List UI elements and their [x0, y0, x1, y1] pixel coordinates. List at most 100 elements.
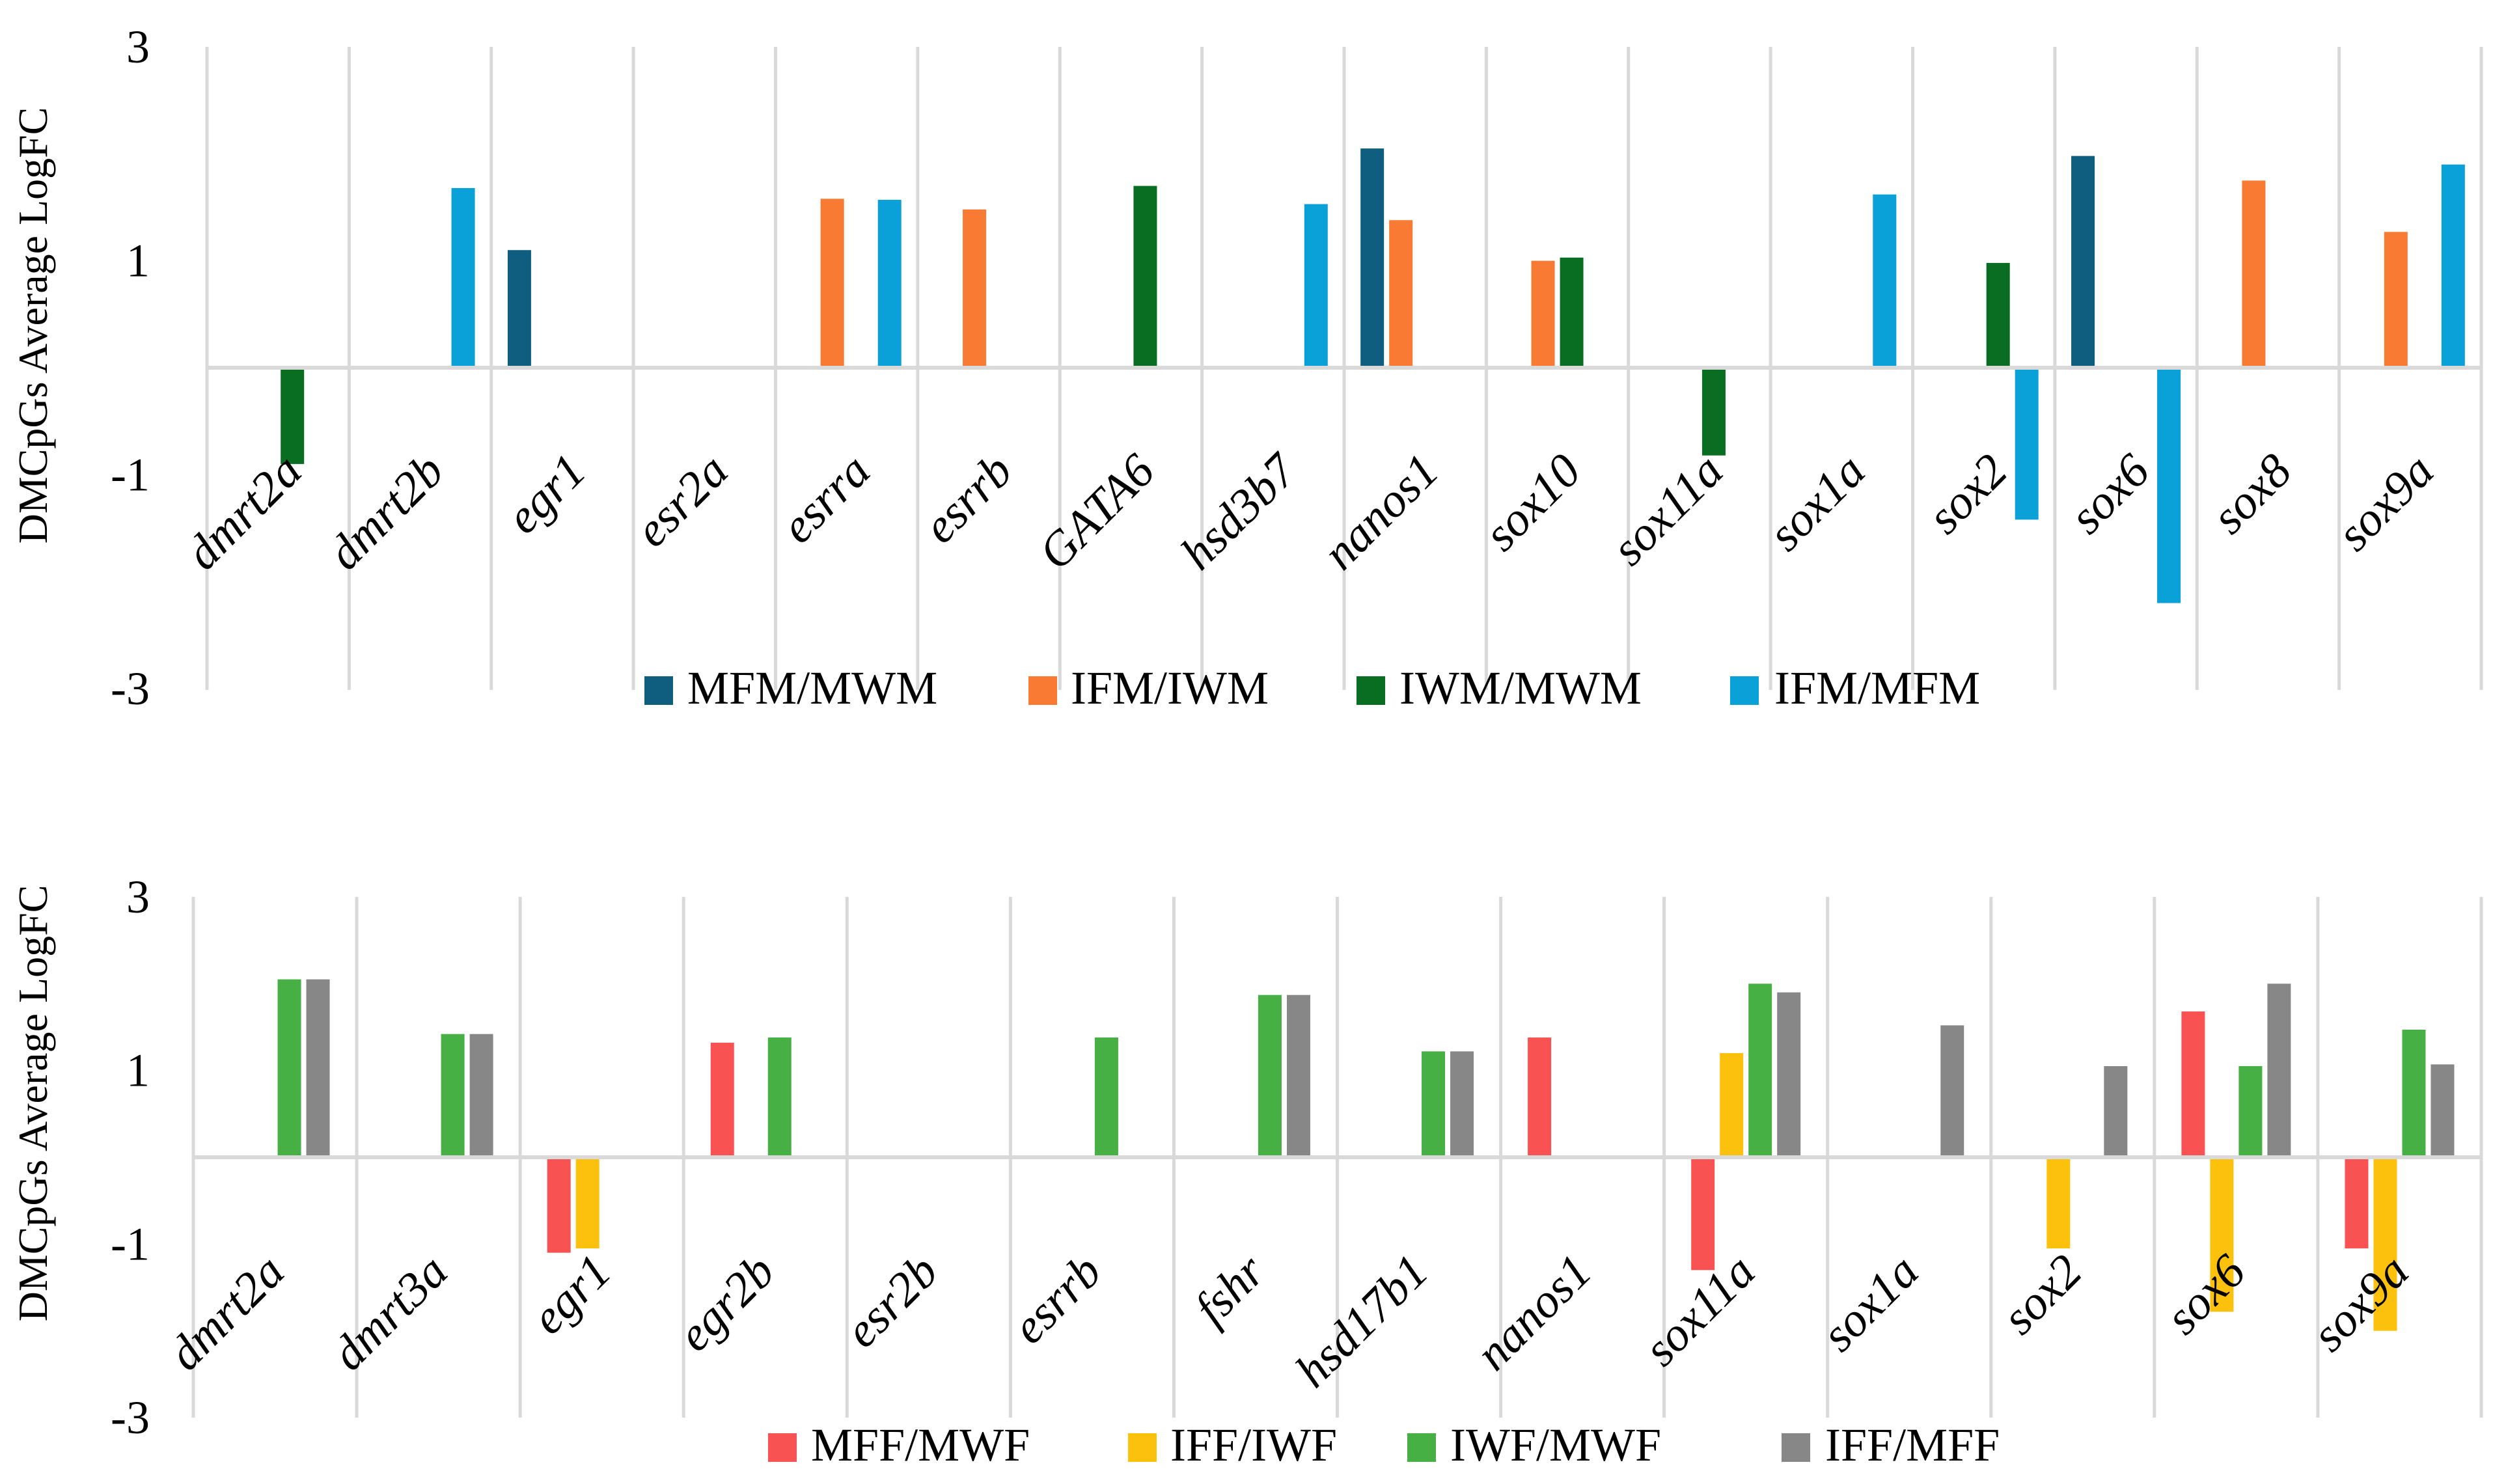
bar-iwm-mwm-sox2 [1986, 262, 2010, 368]
bar-ifm-mfm-hsd3b7 [1304, 204, 1328, 368]
category-label: egr1 [521, 1244, 622, 1345]
legend: MFM/MWM IFM/IWM IWM/MWM IFM/MFM [644, 662, 1980, 714]
chart-panel-2: 3 1 -1 -3 DMCpGs Average LogFC dmrt2a dmrt3a eg… [10, 871, 2483, 1471]
y-tick-label: -1 [111, 1218, 150, 1270]
bar-ifm-mfm-sox9a [2441, 164, 2465, 368]
category-label: sox9a [2327, 444, 2444, 561]
bar-ifm-mfm-sox6 [2157, 368, 2181, 603]
bar-iff-iwf-sox11a [1720, 1053, 1744, 1157]
category-label: egr1 [496, 444, 596, 544]
bar-iwm-mwm-sox10 [1560, 257, 1584, 368]
legend-label: IFM/MFM [1774, 662, 1980, 714]
category-label: hsd3b7 [1171, 443, 1308, 580]
legend-label: IFM/IWM [1071, 662, 1269, 714]
category-label: dmrt2b [318, 444, 454, 580]
category-label: sox1a [1758, 444, 1875, 561]
legend-swatch [1782, 1433, 1810, 1462]
y-tick-label: 3 [126, 21, 150, 73]
legend-swatch [1028, 676, 1057, 705]
bar-iff-mff-fshr [1286, 995, 1310, 1157]
y-tick-label: 3 [126, 871, 150, 923]
bar-mff-mwf-egr2b [710, 1043, 734, 1157]
bar-iwf-mwf-esrrb [1094, 1037, 1118, 1157]
bar-iwf-mwf-dmrt3a [441, 1034, 465, 1157]
category-label: nanos1 [1466, 1244, 1602, 1381]
bar-iff-mff-dmrt2a [306, 979, 330, 1157]
bar-ifm-iwm-nanos1 [1389, 220, 1413, 368]
legend-swatch [1128, 1433, 1157, 1462]
bar-iwm-mwm-dmrt2a [281, 368, 305, 464]
y-axis-title: DMCpGs Average LogFC [10, 885, 56, 1322]
chart-panel-1: 3 1 -1 -3 DMCpGs Average LogFC dmrt2a dmrt2b eg… [10, 21, 2483, 715]
bar-ifm-iwm-sox9a [2384, 232, 2408, 368]
bar-iff-iwf-egr1 [575, 1157, 599, 1248]
category-label: sox2 [1992, 1244, 2092, 1345]
category-label: GATA6 [1028, 444, 1164, 580]
legend-label: MFF/MWF [811, 1419, 1030, 1471]
category-label: sox6 [2156, 1244, 2256, 1345]
bar-iwm-mwm-sox11a [1701, 368, 1726, 456]
legend-swatch [644, 676, 673, 705]
y-tick-label: -1 [111, 448, 150, 501]
y-tick-label: -3 [111, 1392, 150, 1444]
bar-iff-mff-sox6 [2267, 983, 2291, 1157]
category-label: sox2 [1918, 444, 2018, 544]
bar-iwf-mwf-sox11a [1748, 983, 1772, 1157]
bar-ifm-mfm-dmrt2b [451, 187, 475, 368]
category-label: sox8 [2202, 444, 2302, 544]
category-label: sox11a [1602, 444, 1733, 575]
category-label: sox6 [2059, 444, 2160, 544]
bar-mff-mwf-nanos1 [1528, 1037, 1552, 1157]
y-tick-label: -3 [111, 663, 150, 715]
category-label: sox10 [1474, 444, 1591, 561]
bar-iff-mff-sox2 [2104, 1066, 2128, 1157]
legend-label: IWM/MWM [1399, 662, 1642, 714]
bar-iff-mff-dmrt3a [469, 1034, 493, 1157]
y-tick-label: 1 [126, 235, 150, 287]
bar-iff-mff-sox9a [2431, 1064, 2455, 1157]
category-label: dmrt2a [158, 1244, 294, 1381]
category-label: hsd17b1 [1286, 1244, 1439, 1397]
bar-mfm-mwm-egr1 [507, 250, 531, 368]
bar-iwf-mwf-dmrt2a [277, 979, 301, 1157]
bar-iwm-mwm-gata6 [1133, 186, 1157, 368]
legend-label: IFF/MFF [1825, 1419, 2000, 1471]
bar-iwf-mwf-egr2b [767, 1037, 792, 1157]
category-label: esrrb [1002, 1244, 1111, 1354]
legend-swatch [1730, 676, 1759, 705]
bar-iwf-mwf-sox6 [2238, 1066, 2263, 1157]
bar-mff-mwf-sox11a [1691, 1157, 1715, 1271]
bar-iff-iwf-sox9a [2373, 1157, 2397, 1331]
y-tick-label: 1 [126, 1045, 150, 1097]
bar-iff-mff-sox1a [1940, 1025, 1964, 1157]
bar-iwf-mwf-fshr [1258, 995, 1282, 1157]
category-label: dmrt2a [176, 444, 312, 580]
category-label: fshr [1185, 1244, 1276, 1335]
bar-ifm-mfm-sox2 [2015, 368, 2039, 520]
bar-mff-mwf-sox9a [2345, 1157, 2369, 1248]
legend-label: IFF/IWF [1170, 1419, 1337, 1471]
bar-iwf-mwf-hsd17b1 [1422, 1051, 1446, 1157]
bar-iff-iwf-sox2 [2046, 1157, 2071, 1248]
bar-ifm-iwm-esrra [820, 199, 844, 368]
category-label: esr2b [835, 1244, 948, 1358]
bar-iff-mff-sox11a [1777, 992, 1801, 1157]
bar-mff-mwf-egr1 [547, 1157, 571, 1253]
bar-iff-iwf-sox6 [2210, 1157, 2234, 1312]
bar-ifm-iwm-sox8 [2242, 180, 2266, 368]
category-label: esr2a [625, 444, 738, 557]
category-label: esrra [771, 444, 880, 553]
bar-ifm-mfm-sox1a [1873, 194, 1897, 368]
bar-iwf-mwf-sox9a [2402, 1030, 2426, 1157]
y-axis-title: DMCpGs Average LogFC [10, 107, 56, 544]
bar-ifm-iwm-sox10 [1531, 260, 1555, 368]
category-label: dmrt3a [322, 1244, 458, 1381]
category-label: nanos1 [1313, 444, 1449, 580]
bar-mfm-mwm-sox6 [2071, 156, 2095, 368]
bar-mfm-mwm-nanos1 [1360, 148, 1384, 368]
bar-ifm-iwm-esrrb [963, 209, 987, 368]
legend-label: IWF/MWF [1450, 1419, 1661, 1471]
legend: MFF/MWF IFF/IWF IWF/MWF IFF/MFF [768, 1419, 2000, 1471]
legend-swatch [768, 1433, 797, 1462]
